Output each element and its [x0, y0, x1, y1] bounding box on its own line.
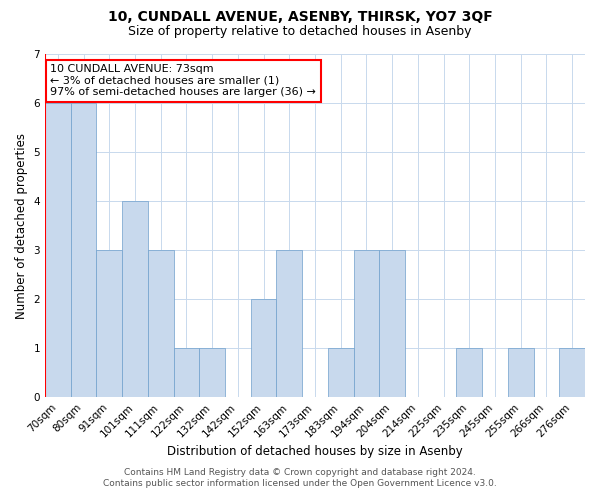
X-axis label: Distribution of detached houses by size in Asenby: Distribution of detached houses by size … — [167, 444, 463, 458]
Bar — [148, 250, 173, 397]
Bar — [508, 348, 533, 397]
Bar — [251, 299, 277, 397]
Bar — [71, 103, 97, 397]
Text: 10 CUNDALL AVENUE: 73sqm
← 3% of detached houses are smaller (1)
97% of semi-det: 10 CUNDALL AVENUE: 73sqm ← 3% of detache… — [50, 64, 316, 98]
Bar — [353, 250, 379, 397]
Bar — [122, 201, 148, 397]
Bar — [45, 103, 71, 397]
Text: Contains HM Land Registry data © Crown copyright and database right 2024.
Contai: Contains HM Land Registry data © Crown c… — [103, 468, 497, 487]
Bar — [277, 250, 302, 397]
Text: Size of property relative to detached houses in Asenby: Size of property relative to detached ho… — [128, 25, 472, 38]
Bar — [328, 348, 353, 397]
Bar — [559, 348, 585, 397]
Bar — [173, 348, 199, 397]
Bar — [457, 348, 482, 397]
Bar — [379, 250, 405, 397]
Bar — [199, 348, 225, 397]
Bar — [97, 250, 122, 397]
Y-axis label: Number of detached properties: Number of detached properties — [15, 132, 28, 318]
Text: 10, CUNDALL AVENUE, ASENBY, THIRSK, YO7 3QF: 10, CUNDALL AVENUE, ASENBY, THIRSK, YO7 … — [107, 10, 493, 24]
